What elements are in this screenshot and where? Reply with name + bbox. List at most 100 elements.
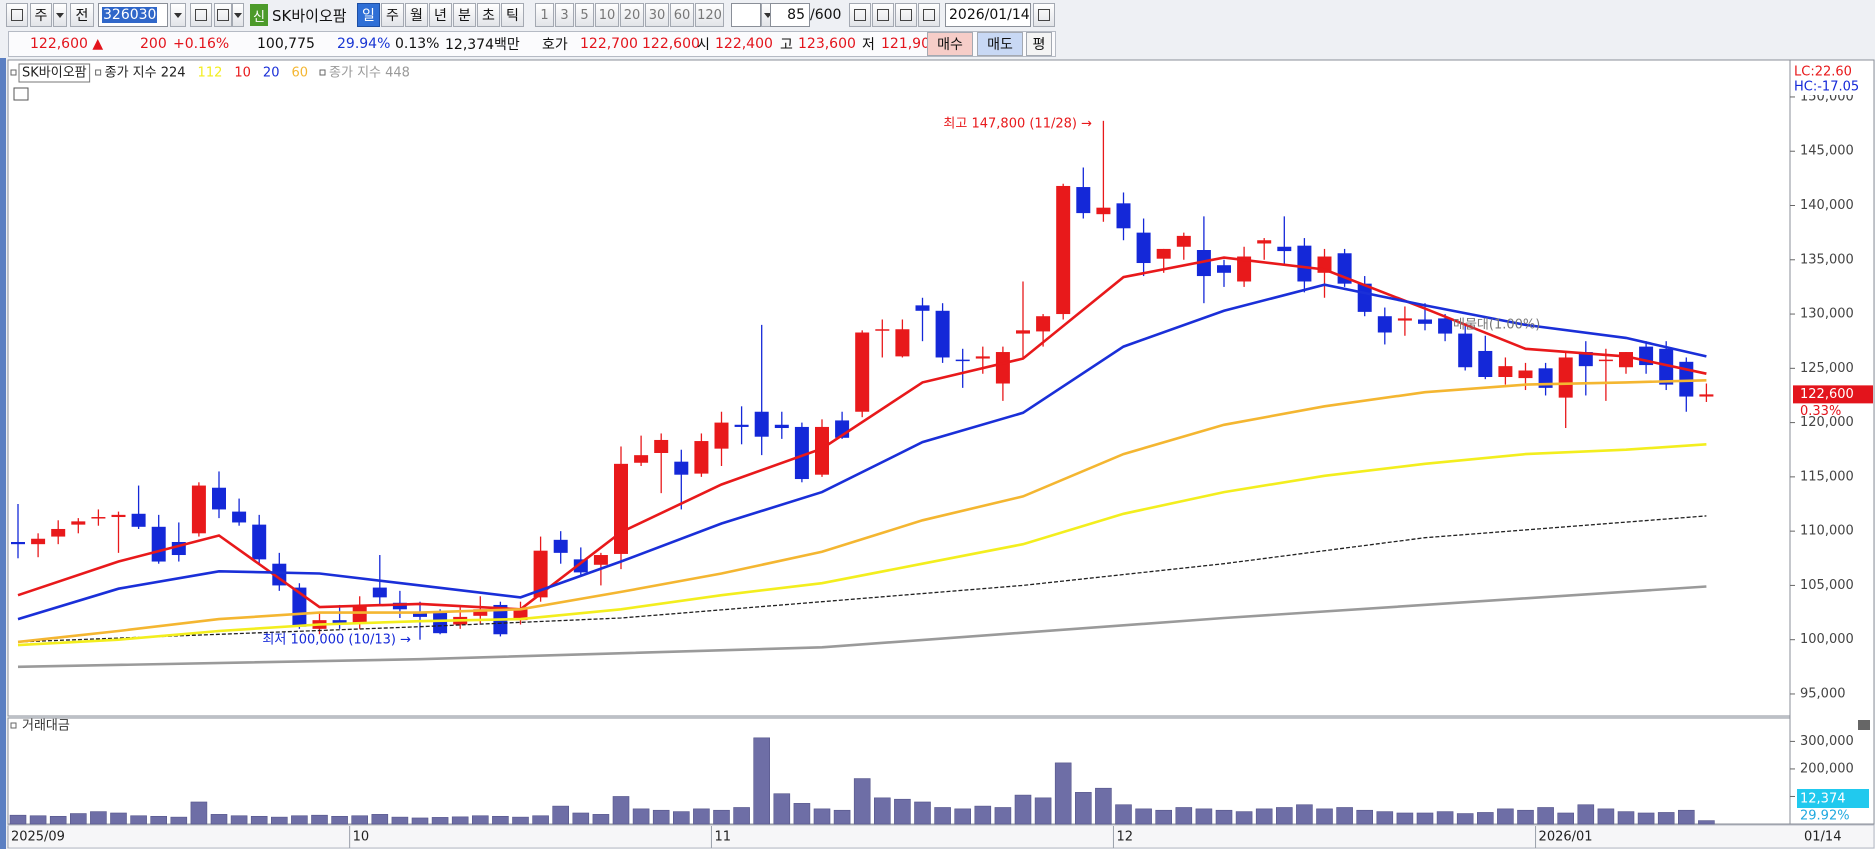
tool-icon[interactable] — [872, 3, 894, 27]
volume-bar — [1296, 804, 1313, 825]
candle-body — [1237, 256, 1252, 282]
volume-bar — [1215, 809, 1233, 825]
y-tick-label: 100,000 — [1800, 632, 1854, 647]
volume-bar — [1276, 807, 1293, 825]
calendar-icon[interactable] — [1033, 3, 1055, 27]
moving-average-line — [17, 256, 1707, 611]
quote-item: 고 — [780, 37, 793, 53]
period-button[interactable]: 초 — [477, 3, 500, 27]
volume-bar — [1075, 792, 1092, 825]
candle-body — [1217, 265, 1231, 273]
hc-label: HC:-17.05 — [1794, 80, 1859, 95]
candle-body — [131, 513, 146, 527]
y-tick-label: 95,000 — [1800, 686, 1846, 701]
volume-bar — [572, 812, 590, 825]
volume-bar — [793, 803, 811, 825]
volume-bar — [612, 796, 630, 825]
period-button[interactable]: 틱 — [501, 3, 524, 27]
date-label: 11 — [714, 830, 731, 845]
tool-icon[interactable] — [918, 3, 940, 27]
stock-name: SK바이오팜 — [272, 6, 347, 25]
search-icon[interactable] — [190, 3, 212, 27]
trade-button[interactable]: 평 — [1026, 32, 1052, 56]
market-button[interactable]: 주 — [30, 3, 52, 27]
volume-bar — [1416, 812, 1434, 825]
trade-button[interactable]: 매도 — [977, 32, 1023, 56]
grid-icon[interactable] — [13, 87, 29, 101]
volume-bar — [632, 808, 650, 825]
y-tick-label: 120,000 — [1800, 415, 1854, 430]
candle-body — [1036, 316, 1051, 332]
dropdown[interactable] — [53, 3, 67, 27]
volume-bar — [391, 816, 409, 825]
interval-button[interactable]: 3 — [555, 3, 574, 27]
volume-bar — [1316, 808, 1333, 825]
volume-bar — [1095, 787, 1112, 825]
market-button[interactable]: 전 — [70, 3, 94, 27]
dropdown[interactable] — [232, 3, 244, 27]
code-input[interactable]: 326030 — [98, 3, 168, 27]
period-button[interactable]: 일 — [357, 3, 380, 27]
volume-bar — [170, 816, 188, 825]
date-label: 2026/01 — [1539, 830, 1593, 845]
tool-icon[interactable] — [895, 3, 917, 27]
menu-icon[interactable] — [6, 3, 28, 27]
volume-bar — [1155, 809, 1172, 825]
volume-bar — [130, 815, 147, 825]
candle-body — [1076, 187, 1091, 214]
candle-body — [634, 455, 649, 463]
volume-bar — [431, 817, 449, 825]
period-button[interactable]: 주 — [381, 3, 404, 27]
candle-body — [91, 517, 106, 519]
candle-body — [694, 441, 709, 474]
volume-bar — [1014, 794, 1032, 825]
tool-icon[interactable] — [849, 3, 871, 27]
volume-bar — [914, 801, 931, 825]
dropdown[interactable] — [170, 3, 186, 27]
interval-button[interactable]: 30 — [645, 3, 669, 27]
candle-body — [875, 329, 890, 331]
period-button[interactable]: 분 — [453, 3, 476, 27]
interval-button[interactable]: 120 — [695, 3, 724, 27]
date-end-label: 01/14 — [1804, 830, 1841, 845]
date-input[interactable]: 2026/01/14 — [945, 3, 1031, 27]
candle-body — [1659, 348, 1674, 385]
volume-bar — [713, 809, 730, 825]
legend-title-box — [18, 63, 91, 83]
legend-icon — [10, 69, 17, 76]
legend-title: SK바이오팜 — [22, 66, 87, 81]
blank-select[interactable] — [731, 3, 761, 27]
period-button[interactable]: 년 — [429, 3, 452, 27]
volume-bar — [592, 814, 610, 825]
y-tick-label: 300,000 — [1800, 734, 1854, 749]
trade-button[interactable]: 매수 — [927, 32, 973, 56]
count-input[interactable]: 85 — [770, 3, 810, 27]
interval-button[interactable]: 60 — [670, 3, 694, 27]
candle-body — [212, 487, 226, 510]
volume-bar — [291, 815, 308, 825]
candle-body — [614, 463, 628, 554]
volume-bar — [1034, 797, 1052, 825]
interval-button[interactable]: 20 — [620, 3, 644, 27]
interval-button[interactable]: 5 — [575, 3, 594, 27]
volume-bar — [1698, 820, 1715, 825]
interval-button[interactable]: 1 — [535, 3, 554, 27]
y-tick-label: 105,000 — [1800, 578, 1854, 593]
period-button[interactable]: 월 — [405, 3, 428, 27]
date-axis — [7, 824, 1875, 849]
volume-bar — [934, 807, 951, 825]
quote-item: 121,900 — [881, 36, 939, 52]
candle-body — [1277, 246, 1292, 252]
volume-title: 거래대금 — [22, 719, 70, 734]
interval-button[interactable]: 10 — [595, 3, 619, 27]
volume-bar — [954, 808, 972, 825]
lc-label: LC:22.60 — [1794, 65, 1852, 80]
legend-icon — [10, 722, 17, 729]
volume-bar — [311, 814, 328, 825]
candle-body — [1377, 316, 1392, 333]
candle-body — [573, 559, 588, 573]
volume-bar — [90, 811, 107, 825]
pane-close-icon[interactable] — [1858, 720, 1870, 730]
sound-icon[interactable] — [214, 3, 232, 27]
